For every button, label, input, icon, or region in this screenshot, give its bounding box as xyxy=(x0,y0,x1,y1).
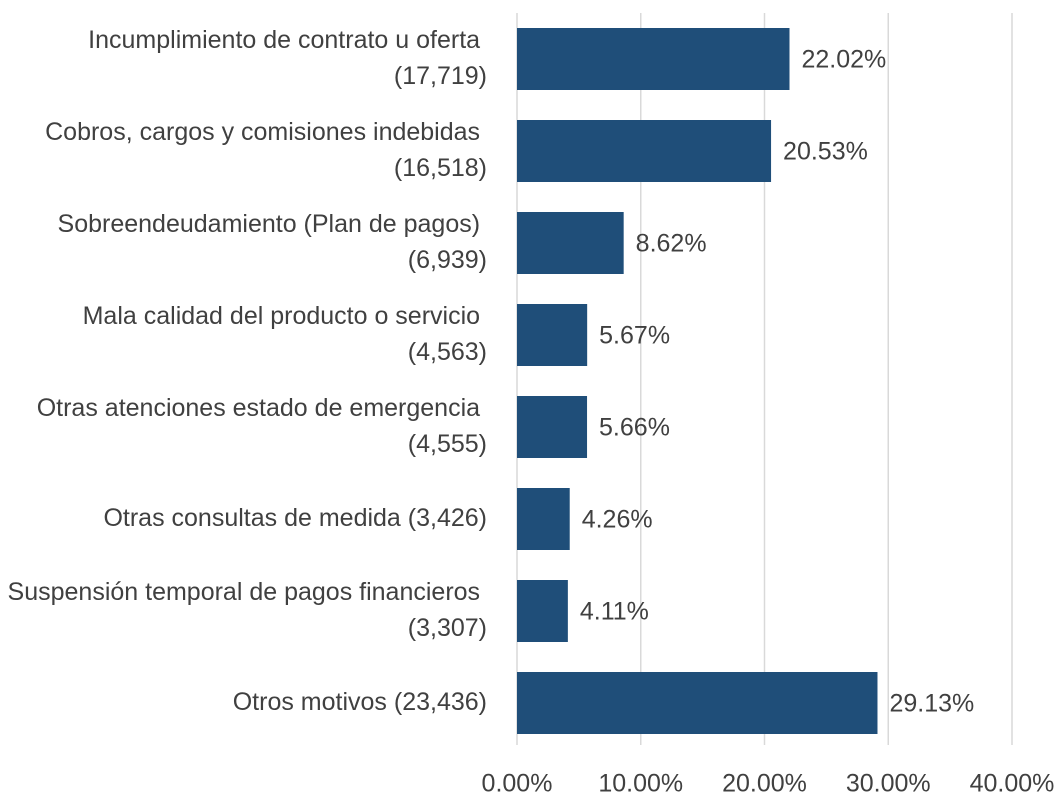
y-tick-label: Cobros, cargos y comisiones indebidas (1… xyxy=(45,118,487,182)
data-label: 20.53% xyxy=(783,138,868,166)
data-label: 5.66% xyxy=(599,414,670,442)
bar xyxy=(517,304,588,366)
x-tick-label: 20.00% xyxy=(722,770,807,798)
y-tick-label: Suspensión temporal de pagos financieros… xyxy=(8,578,487,642)
bar xyxy=(517,212,624,274)
data-label: 5.67% xyxy=(599,322,670,350)
data-label: 8.62% xyxy=(636,230,707,258)
y-tick-label: Incumplimiento de contrato u oferta (17,… xyxy=(88,26,487,90)
data-label: 29.13% xyxy=(889,690,974,718)
x-tick-label: 0.00% xyxy=(482,770,553,798)
bar xyxy=(517,28,790,90)
y-tick-label: Mala calidad del producto o servicio (4,… xyxy=(83,302,487,366)
x-tick-label: 40.00% xyxy=(970,770,1055,798)
data-label: 4.26% xyxy=(582,506,653,534)
y-tick-label: Sobreendeudamiento (Plan de pagos) (6,93… xyxy=(58,210,487,274)
y-tick-label: Otras atenciones estado de emergencia (4… xyxy=(37,394,487,458)
y-tick-label: Otros motivos (23,436) xyxy=(233,688,487,716)
bar xyxy=(517,120,772,182)
bar xyxy=(517,488,570,550)
x-tick-label: 30.00% xyxy=(846,770,931,798)
bar xyxy=(517,672,878,734)
bar xyxy=(517,580,568,642)
data-label: 22.02% xyxy=(801,46,886,74)
x-tick-label: 10.00% xyxy=(598,770,683,798)
bar xyxy=(517,396,588,458)
y-tick-label: Otras consultas de medida (3,426) xyxy=(103,504,487,532)
data-label: 4.11% xyxy=(580,598,649,626)
